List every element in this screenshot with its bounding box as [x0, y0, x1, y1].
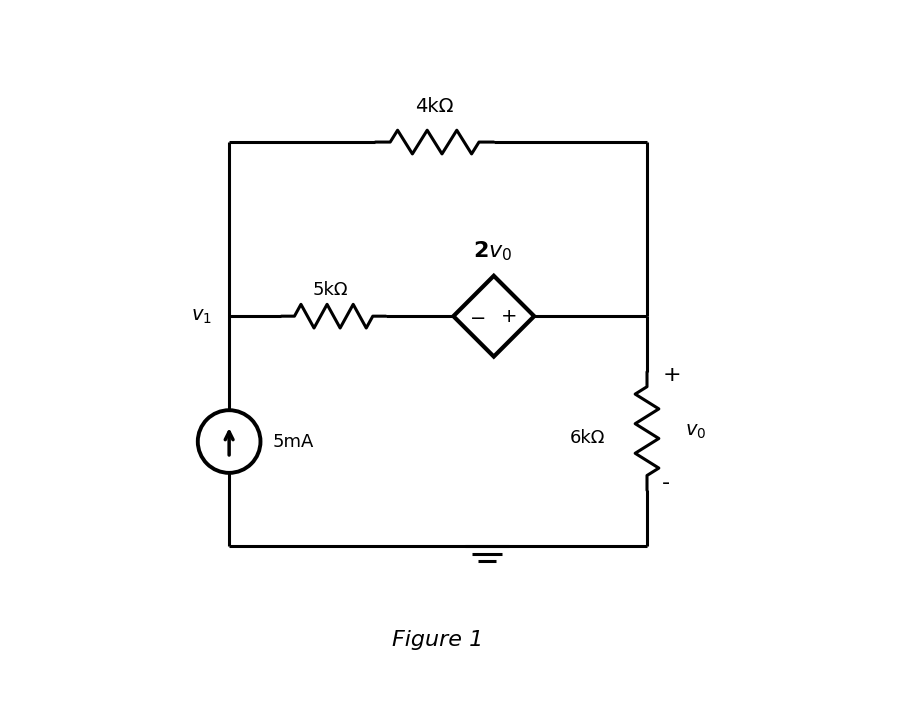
- Text: 5kΩ: 5kΩ: [312, 281, 348, 299]
- Text: 5mA: 5mA: [273, 432, 314, 451]
- Text: $-$: $-$: [469, 307, 485, 326]
- Text: $\mathbf{2}v_0$: $\mathbf{2}v_0$: [472, 239, 511, 263]
- Text: +: +: [662, 365, 680, 385]
- Text: $v_0$: $v_0$: [684, 422, 706, 441]
- Text: 6kΩ: 6kΩ: [569, 429, 604, 447]
- Text: -: -: [662, 473, 670, 494]
- Text: $v_1$: $v_1$: [191, 307, 211, 326]
- Text: 4kΩ: 4kΩ: [414, 97, 453, 116]
- Text: $+$: $+$: [499, 307, 516, 326]
- Text: Figure 1: Figure 1: [392, 630, 483, 650]
